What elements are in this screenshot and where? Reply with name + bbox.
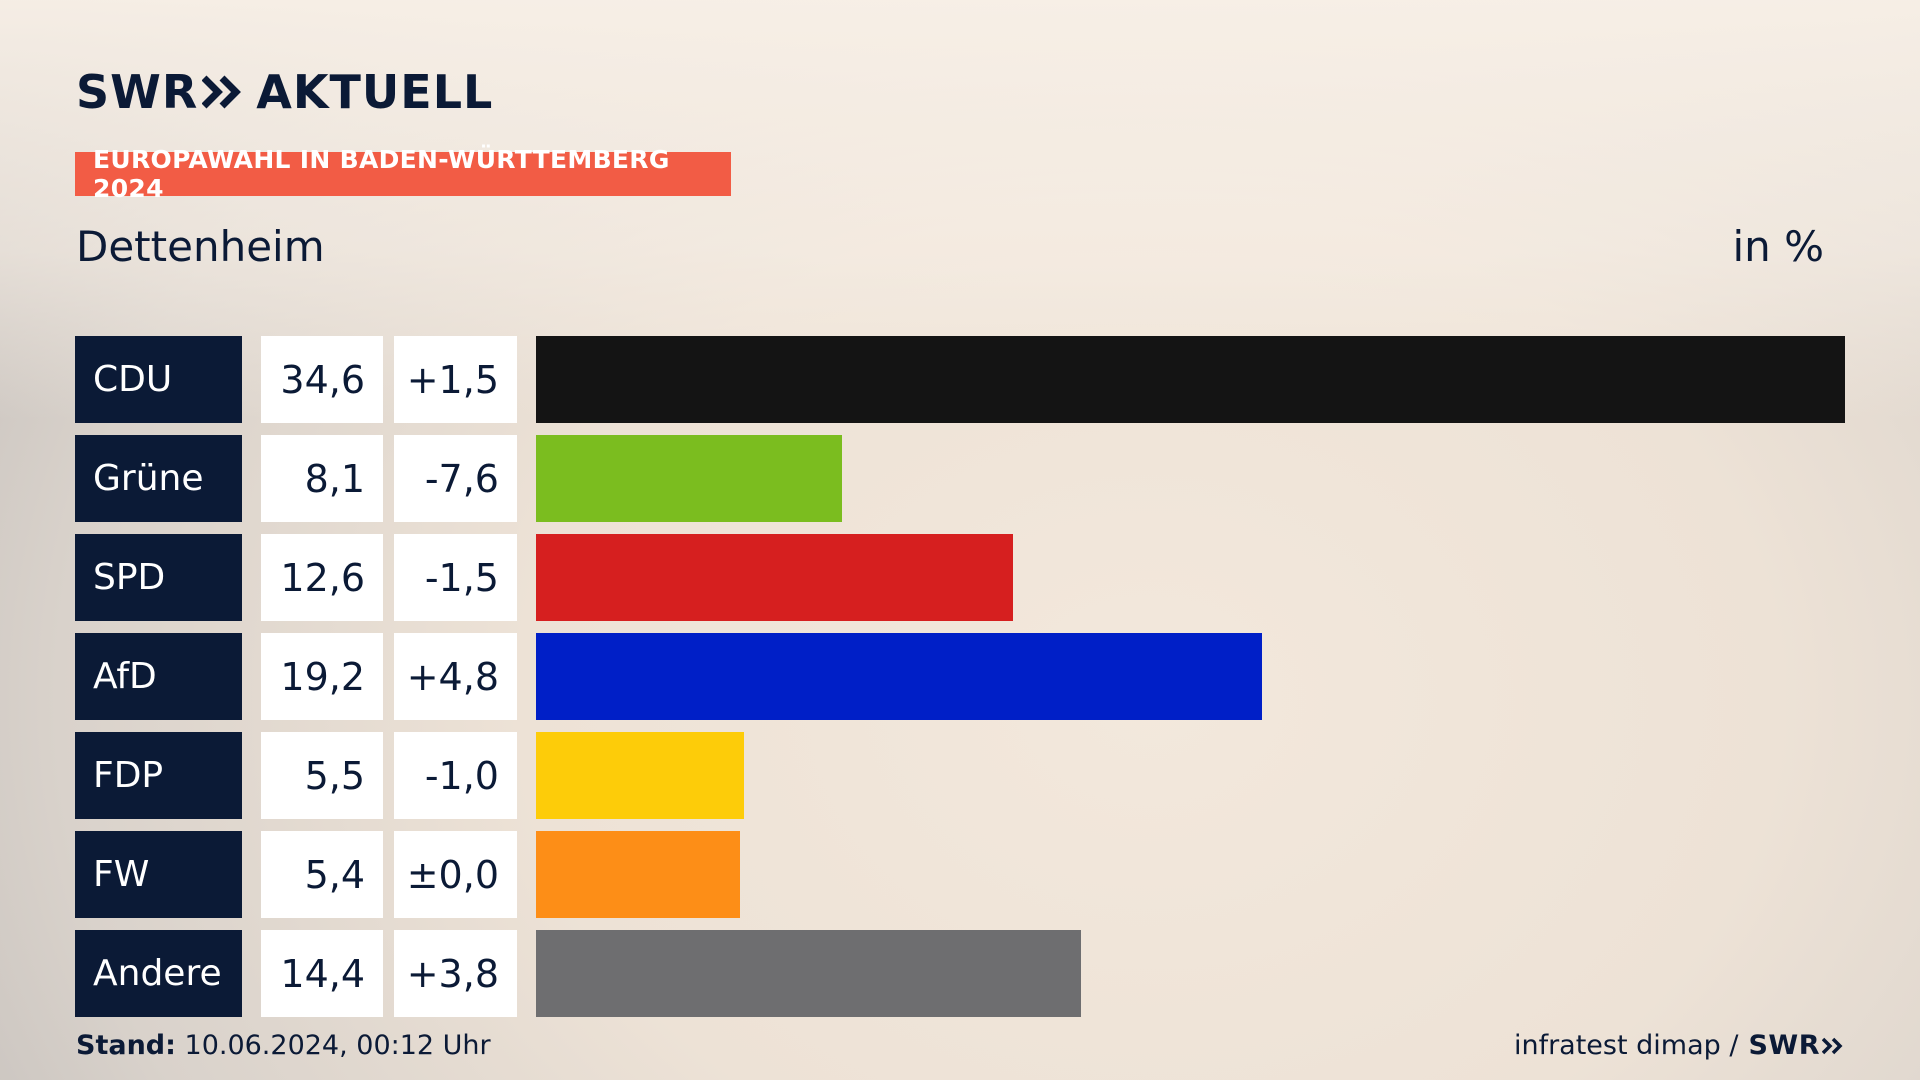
- swr-small-logo: SWR: [1748, 1030, 1844, 1061]
- swr-small-logo-text: SWR: [1748, 1030, 1820, 1061]
- value-label: 12,6: [261, 534, 383, 621]
- change-label: -1,5: [394, 534, 517, 621]
- swr-aktuell-logo: SWR AKTUELL: [76, 65, 494, 119]
- unit-label: in %: [1732, 222, 1824, 271]
- stand-value: 10.06.2024, 00:12 Uhr: [184, 1030, 491, 1061]
- change-label: -1,0: [394, 732, 517, 819]
- logo-text-aktuell: AKTUELL: [256, 65, 494, 119]
- value-label: 5,4: [261, 831, 383, 918]
- bar: [536, 831, 740, 918]
- party-label: Grüne: [75, 435, 242, 522]
- source-text: infratest dimap /: [1513, 1030, 1739, 1061]
- bar: [536, 930, 1081, 1017]
- party-label: CDU: [75, 336, 242, 423]
- party-label: FW: [75, 831, 242, 918]
- value-label: 34,6: [261, 336, 383, 423]
- change-label: -7,6: [394, 435, 517, 522]
- small-chevron-icon: [1822, 1037, 1843, 1054]
- bar: [536, 435, 842, 522]
- bar: [536, 336, 1845, 423]
- value-label: 19,2: [261, 633, 383, 720]
- bar: [536, 732, 744, 819]
- bar: [536, 534, 1013, 621]
- value-label: 5,5: [261, 732, 383, 819]
- election-banner: EUROPAWAHL IN BADEN-WÜRTTEMBERG 2024: [75, 145, 731, 203]
- party-label: Andere: [75, 930, 242, 1017]
- logo-text-swr: SWR: [76, 65, 199, 119]
- change-label: +4,8: [394, 633, 517, 720]
- bar: [536, 633, 1262, 720]
- stand-label: Stand:: [76, 1030, 176, 1061]
- timestamp: Stand: 10.06.2024, 00:12 Uhr: [76, 1030, 491, 1061]
- value-label: 8,1: [261, 435, 383, 522]
- chart-title: Dettenheim: [76, 222, 325, 271]
- party-label: AfD: [75, 633, 242, 720]
- party-label: FDP: [75, 732, 242, 819]
- change-label: +1,5: [394, 336, 517, 423]
- change-label: +3,8: [394, 930, 517, 1017]
- party-label: SPD: [75, 534, 242, 621]
- change-label: ±0,0: [394, 831, 517, 918]
- value-label: 14,4: [261, 930, 383, 1017]
- source-credit: infratest dimap / SWR: [1514, 1030, 1844, 1061]
- double-chevron-icon: [202, 74, 242, 110]
